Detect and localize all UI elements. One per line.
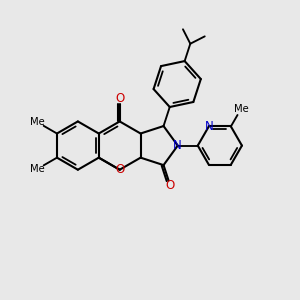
Text: Me: Me [30,164,45,174]
Text: O: O [115,92,124,105]
Text: Me: Me [30,117,45,127]
Text: O: O [115,163,124,176]
Text: Me: Me [234,103,249,114]
Text: O: O [166,179,175,192]
Text: N: N [204,120,213,133]
Text: N: N [173,139,182,152]
